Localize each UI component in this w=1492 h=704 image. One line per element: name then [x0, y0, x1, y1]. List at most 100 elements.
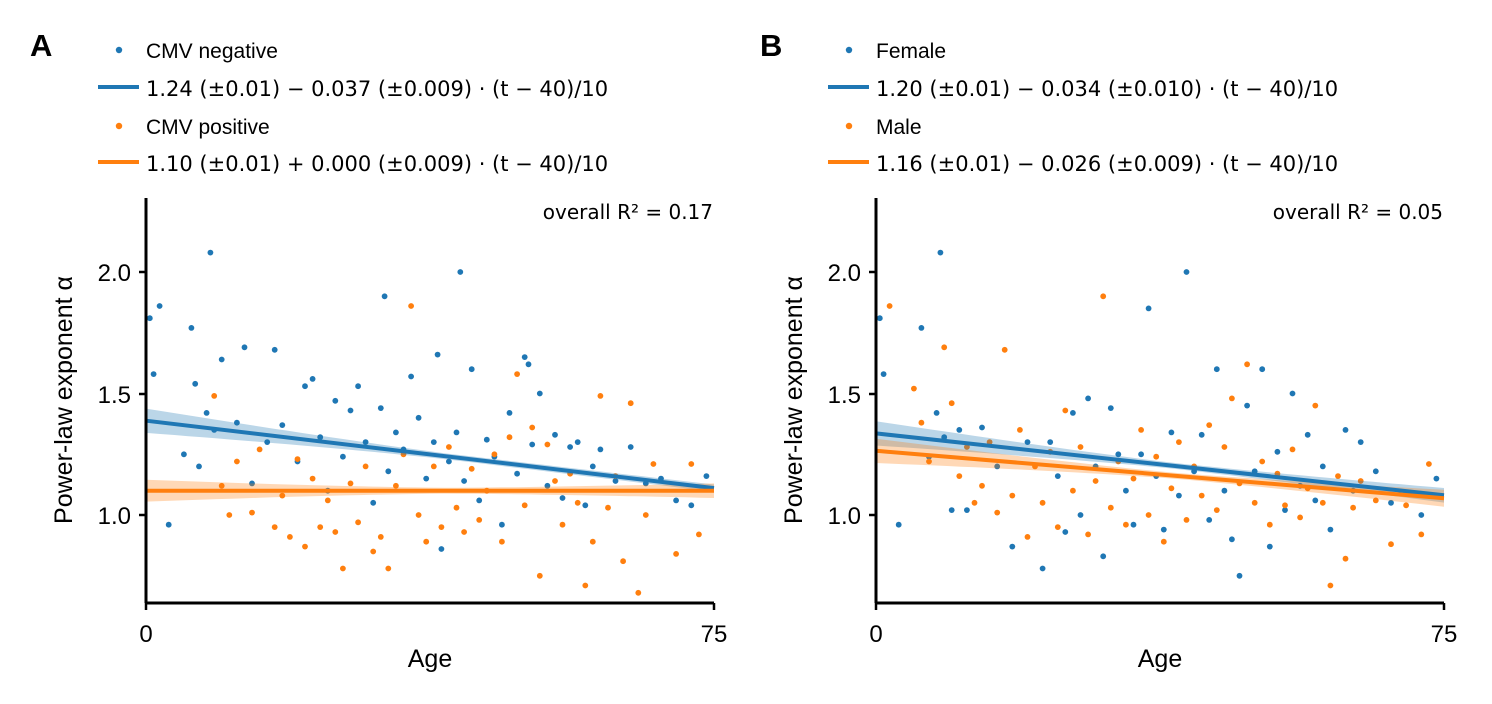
- data-point-series-1: [1418, 512, 1425, 518]
- data-point-series-2: [964, 444, 970, 450]
- data-point-series-2: [979, 482, 985, 489]
- data-point-series-1: [521, 354, 528, 360]
- r-squared-annotation: overall R² = 0.17: [543, 200, 713, 224]
- x-tick-label: 75: [1431, 621, 1458, 648]
- y-tick-label: 1.0: [98, 503, 131, 530]
- data-point-series-2: [536, 572, 543, 579]
- data-point-series-2: [1123, 521, 1129, 528]
- data-point-series-1: [964, 507, 970, 513]
- data-point-series-1: [150, 371, 157, 377]
- data-point-series-1: [340, 453, 346, 460]
- data-point-series-1: [1145, 305, 1152, 312]
- data-point-series-2: [1138, 427, 1144, 433]
- data-point-series-2: [688, 461, 695, 467]
- legend: CMV negative 1.24 (±0.01) − 0.037 (±0.00…: [98, 40, 608, 176]
- data-point-series-1: [582, 502, 589, 509]
- legend-fit-series-1: 1.24 (±0.01) − 0.037 (±0.009) · (t − 40)…: [146, 77, 608, 101]
- data-point-series-1: [203, 410, 210, 416]
- data-point-series-1: [1168, 429, 1175, 436]
- data-point-series-1: [1388, 499, 1394, 506]
- data-point-series-1: [1054, 473, 1061, 479]
- data-point-series-1: [207, 249, 214, 256]
- data-point-series-2: [1024, 534, 1031, 540]
- data-point-series-1: [544, 482, 551, 489]
- data-point-series-2: [1259, 458, 1266, 465]
- data-point-series-2: [476, 517, 483, 523]
- data-point-series-1: [937, 249, 944, 256]
- data-point-series-2: [582, 582, 589, 589]
- data-point-series-1: [370, 499, 377, 506]
- x-axis-label: Age: [1138, 645, 1182, 673]
- data-point-series-1: [1259, 366, 1266, 373]
- panel-a: A CMV negative 1.24 (±0.01) − 0.037 (±0.…: [30, 28, 727, 673]
- data-point-series-2: [635, 589, 642, 596]
- data-point-series-1: [1077, 512, 1084, 518]
- data-point-series-1: [1221, 487, 1228, 494]
- data-point-series-2: [1092, 478, 1099, 484]
- data-point-series-2: [468, 465, 475, 472]
- data-point-series-1: [1130, 521, 1137, 528]
- y-axis-label: Power-law exponent α: [50, 276, 78, 524]
- data-point-series-2: [249, 509, 255, 516]
- data-point-series-2: [589, 538, 596, 545]
- data-point-series-2: [529, 424, 536, 431]
- data-point-series-2: [1206, 422, 1213, 428]
- data-point-series-2: [355, 519, 361, 526]
- data-point-series-2: [1221, 444, 1228, 450]
- data-point-series-1: [589, 463, 596, 470]
- data-point-series-2: [521, 502, 528, 509]
- data-point-series-2: [552, 478, 558, 484]
- data-point-series-2: [597, 393, 604, 399]
- data-point-series-1: [567, 444, 573, 450]
- data-point-series-1: [309, 376, 316, 382]
- data-point-series-1: [1085, 395, 1091, 402]
- data-point-series-1: [525, 361, 532, 368]
- data-point-series-1: [514, 470, 520, 477]
- data-point-series-1: [895, 521, 902, 528]
- data-point-series-1: [1342, 427, 1349, 433]
- data-point-series-2: [926, 458, 932, 465]
- legend-marker-series-1: [845, 46, 853, 54]
- data-point-series-1: [188, 325, 195, 331]
- data-point-series-2: [918, 419, 925, 426]
- data-point-series-1: [218, 356, 225, 363]
- data-point-series-1: [181, 451, 187, 458]
- data-point-series-1: [332, 397, 339, 404]
- data-point-series-2: [620, 558, 626, 565]
- data-point-series-1: [876, 315, 883, 322]
- data-point-series-1: [1024, 439, 1031, 445]
- data-point-series-1: [1138, 451, 1144, 458]
- regression-line-series-1: [145, 418, 715, 491]
- data-point-series-1: [1160, 526, 1167, 533]
- data-point-series-2: [696, 531, 702, 538]
- data-point-series-1: [483, 436, 490, 443]
- data-point-series-1: [377, 405, 384, 411]
- data-point-series-1: [499, 521, 505, 528]
- data-point-series-1: [1123, 487, 1129, 494]
- data-point-series-2: [1130, 475, 1137, 482]
- data-point-series-1: [1327, 526, 1334, 533]
- data-point-series-2: [1372, 497, 1379, 504]
- legend-marker-series-2: [845, 122, 853, 130]
- y-axis-label: Power-law exponent α: [780, 276, 808, 524]
- data-point-series-2: [499, 538, 505, 545]
- data-point-series-1: [688, 502, 695, 509]
- data-point-series-1: [408, 373, 414, 380]
- data-point-series-2: [218, 482, 225, 489]
- data-point-series-1: [918, 325, 925, 331]
- legend-fit-series-1: 1.20 (±0.01) − 0.034 (±0.010) · (t − 40)…: [876, 77, 1338, 101]
- data-point-series-1: [1107, 405, 1114, 411]
- data-point-series-2: [1418, 531, 1425, 538]
- plot-area: [145, 249, 715, 596]
- data-point-series-2: [302, 543, 308, 550]
- data-point-series-2: [256, 446, 263, 453]
- data-point-series-2: [271, 524, 278, 530]
- data-point-series-2: [446, 444, 452, 450]
- data-point-series-1: [446, 458, 452, 465]
- data-point-series-1: [1433, 475, 1440, 482]
- data-point-series-2: [1297, 514, 1303, 521]
- data-point-series-2: [1077, 444, 1084, 450]
- data-point-series-1: [703, 473, 710, 479]
- data-point-series-1: [381, 293, 388, 300]
- data-point-series-2: [941, 344, 948, 351]
